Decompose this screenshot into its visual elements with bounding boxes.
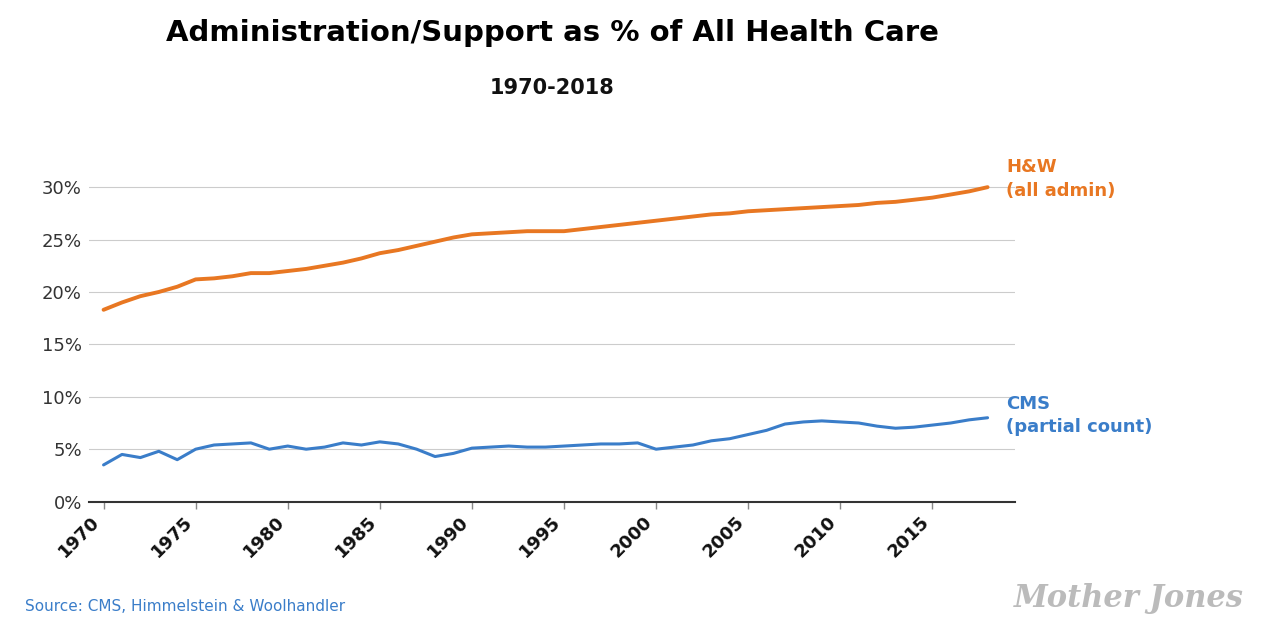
Text: Administration/Support as % of All Health Care: Administration/Support as % of All Healt… xyxy=(165,19,939,47)
Text: Mother Jones: Mother Jones xyxy=(1014,584,1244,614)
Text: 1970-2018: 1970-2018 xyxy=(490,78,614,98)
Text: H&W
(all admin): H&W (all admin) xyxy=(1006,158,1115,199)
Text: Source: CMS, Himmelstein & Woolhandler: Source: CMS, Himmelstein & Woolhandler xyxy=(25,599,345,614)
Text: CMS
(partial count): CMS (partial count) xyxy=(1006,395,1152,436)
